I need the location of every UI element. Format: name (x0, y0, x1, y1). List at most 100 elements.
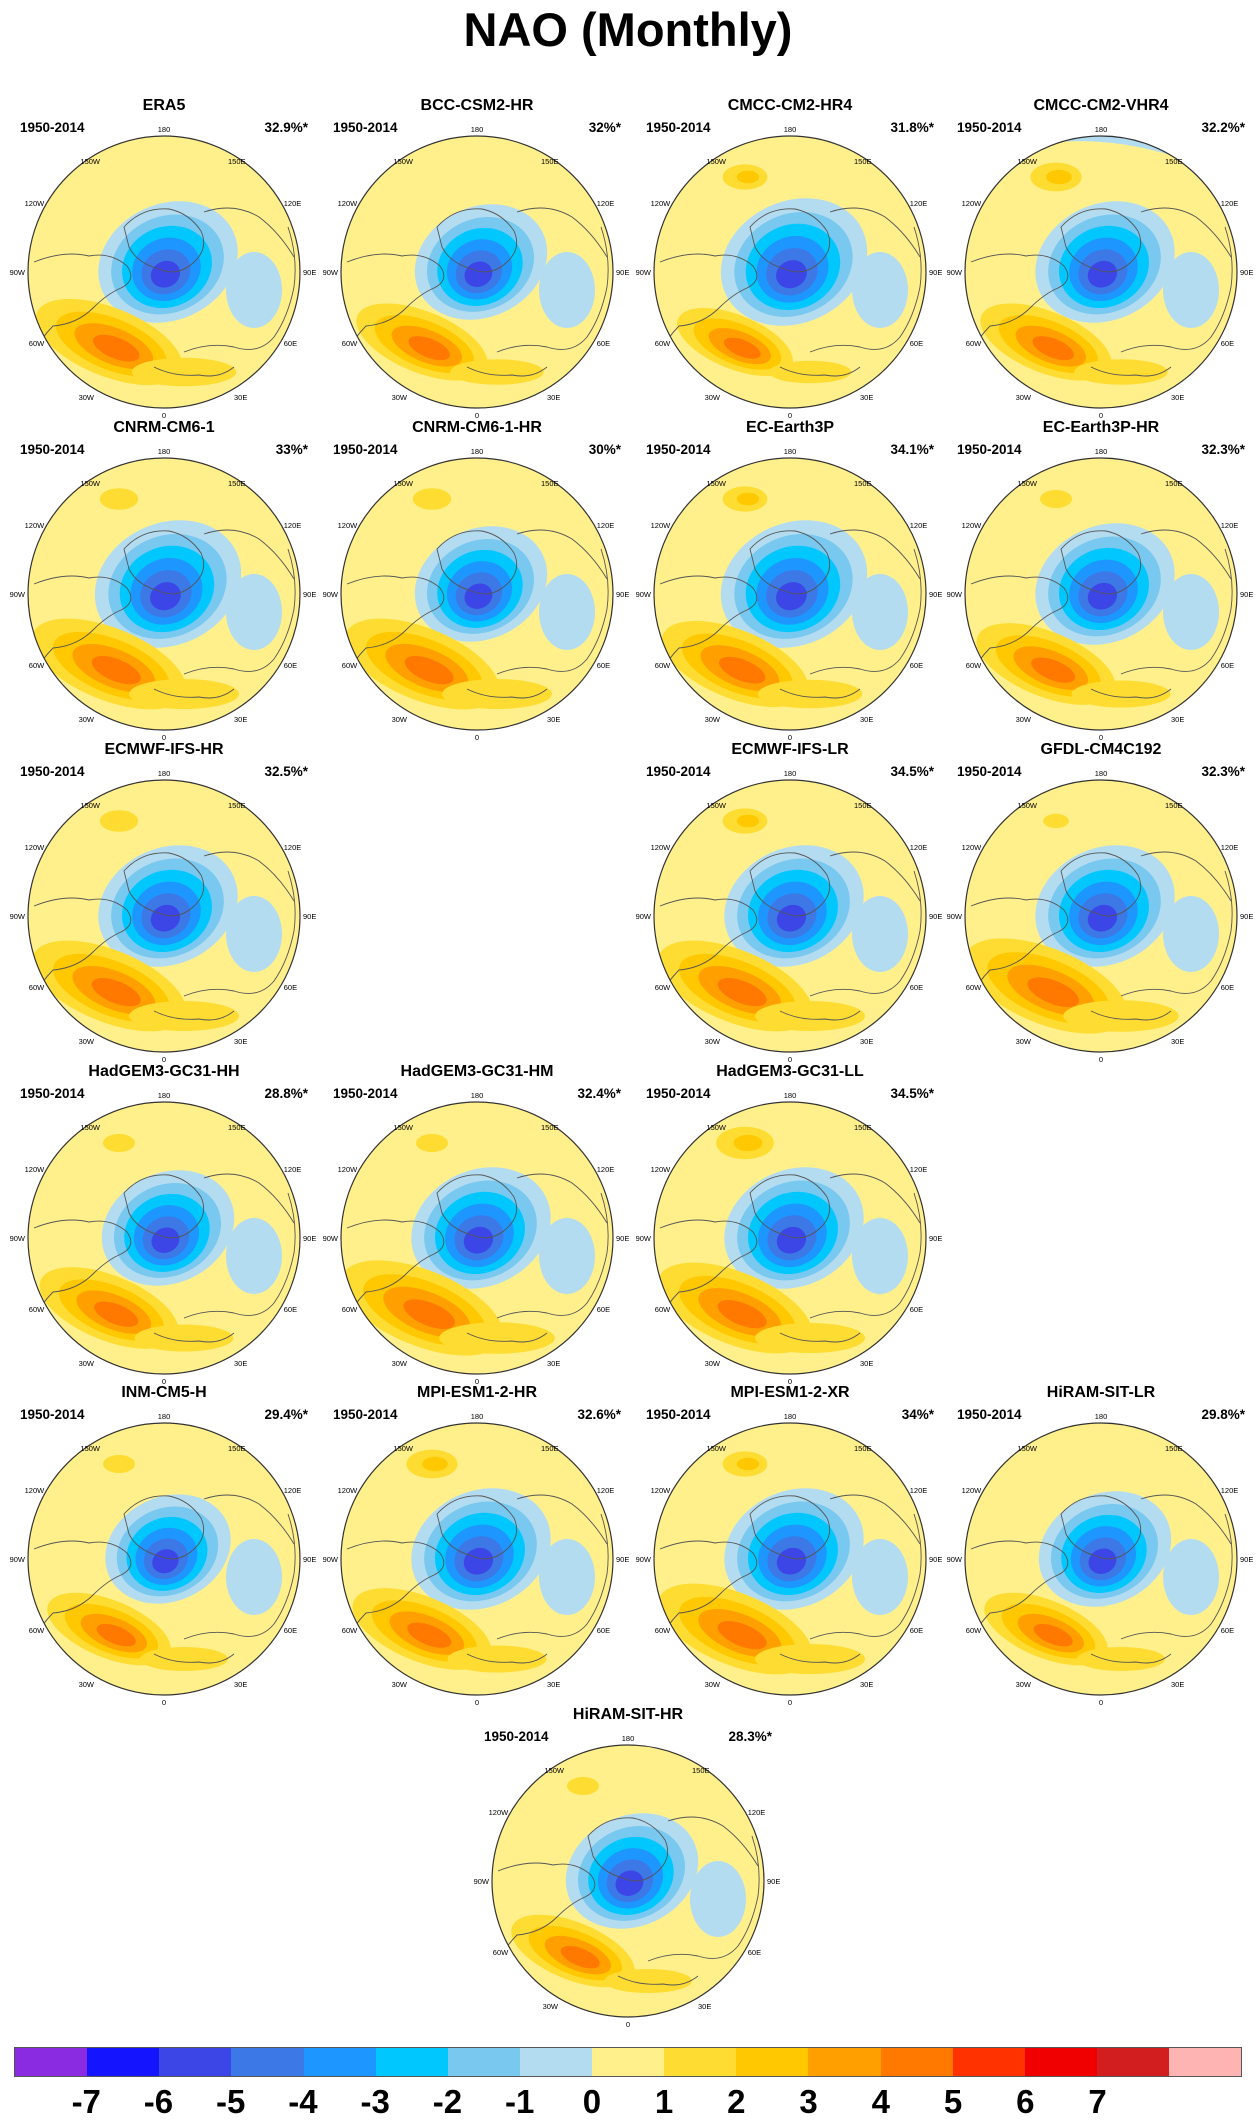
map-panel: HiRAM-SIT-LR 1950-2014 29.8%* 180 0 150W 150E 1… (947, 1383, 1254, 1707)
coastlines (658, 529, 922, 699)
map-panel: MPI-ESM1-2-XR 1950-2014 34%* 180 0 150W 150E 12… (636, 1383, 943, 1707)
coastlines (32, 1494, 296, 1664)
colorbar-tick-label: -1 (504, 2083, 535, 2120)
longitude-label: 30W (392, 715, 408, 724)
panel-title: CMCC-CM2-HR4 (727, 97, 853, 114)
longitude-label: 60W (342, 661, 358, 670)
panel-title: INM-CM5-H (121, 1384, 207, 1401)
longitude-label: 90E (303, 1555, 316, 1564)
map-panel: HadGEM3-GC31-LL 1950-2014 34.5%* 180 0 150W 15… (636, 1062, 943, 1386)
longitude-label: 150E (541, 1123, 559, 1132)
longitude-label: 30W (705, 1680, 721, 1689)
map-panel: HadGEM3-GC31-HH 1950-2014 28.8%* 180 0 150W 15… (10, 1062, 317, 1386)
negative-anomaly-contour (539, 1539, 595, 1615)
longitude-label: 0 (788, 411, 792, 420)
polar-map: 180 0 150W 150E 120W 120E 90W 90E 60W 60E 30W 30E (636, 447, 943, 742)
longitude-label: 30E (547, 1359, 560, 1368)
positive-anomaly-contour (1077, 1647, 1165, 1671)
longitude-label: 30W (392, 393, 408, 402)
longitude-label: 150W (80, 801, 101, 810)
longitude-label: 150E (1165, 1444, 1183, 1453)
longitude-label: 150W (1017, 1444, 1038, 1453)
panel-variance-explained: 32.6%* (577, 1407, 621, 1422)
longitude-label: 30W (705, 1359, 721, 1368)
longitude-label: 120W (651, 199, 672, 208)
positive-anomaly-contour (717, 978, 767, 1007)
polar-map: 180 0 150W 150E 120W 120E 90W 90E 60W 60E 30W 30E (636, 125, 943, 420)
colorbar-swatch (231, 2048, 304, 2076)
polar-map: 180 0 150W 150E 120W 120E 90W 90E 60W 60E 30W 30E (636, 769, 943, 1064)
map-panel: INM-CM5-H 1950-2014 29.4%* 180 0 150W 150E 120W… (10, 1383, 317, 1707)
longitude-label: 90E (303, 268, 316, 277)
longitude-label: 30W (392, 1680, 408, 1689)
panel-variance-explained: 31.8%* (890, 120, 934, 135)
longitude-label: 120E (910, 1165, 928, 1174)
negative-anomaly-contour (464, 583, 493, 609)
coastlines (969, 529, 1233, 699)
map-panel: HiRAM-SIT-HR 1950-2014 28.3%* 180 0 150W 150E 1… (474, 1705, 781, 2029)
map-outline (964, 779, 1238, 1053)
colorbar-tick-label: 2 (727, 2083, 746, 2120)
longitude-label: 60W (966, 1626, 982, 1635)
longitude-label: 0 (162, 411, 166, 420)
longitude-label: 30W (79, 1037, 95, 1046)
longitude-label: 120W (25, 1165, 46, 1174)
panel-title: CMCC-CM2-VHR4 (1033, 97, 1169, 114)
polar-map: 180 0 150W 150E 120W 120E 90W 90E 60W 60E 30W 30E (636, 1412, 943, 1707)
longitude-label: 60W (655, 1305, 671, 1314)
longitude-label: 120E (597, 1486, 615, 1495)
longitude-label: 60E (597, 1305, 610, 1314)
coastlines (32, 1173, 296, 1343)
negative-anomaly-contour (1163, 252, 1219, 328)
panel-variance-explained: 30%* (588, 442, 621, 457)
longitude-label: 30E (1171, 1680, 1184, 1689)
longitude-label: 180 (784, 769, 797, 778)
colorbar-swatch (664, 2048, 737, 2076)
map-outline (340, 457, 614, 731)
panel-period: 1950-2014 (20, 764, 85, 779)
negative-anomaly-contour (852, 1218, 908, 1294)
positive-anomaly-contour (1031, 657, 1076, 683)
longitude-label: 150E (854, 157, 872, 166)
positive-anomaly-contour (755, 1644, 865, 1674)
longitude-label: 120E (910, 1486, 928, 1495)
coastlines (969, 207, 1233, 377)
longitude-label: 30W (1016, 393, 1032, 402)
map-outline (653, 457, 927, 731)
longitude-label: 150E (228, 1123, 246, 1132)
longitude-label: 90W (636, 1234, 652, 1243)
longitude-label: 150E (228, 801, 246, 810)
longitude-label: 90E (767, 1877, 780, 1886)
longitude-label: 30W (705, 393, 721, 402)
positive-anomaly-contour (131, 357, 237, 387)
longitude-label: 150W (706, 479, 727, 488)
positive-anomaly-contour (91, 656, 141, 685)
longitude-label: 90W (10, 1234, 26, 1243)
longitude-label: 120E (597, 199, 615, 208)
panel-period: 1950-2014 (646, 764, 711, 779)
coastlines (345, 1494, 609, 1664)
longitude-label: 30E (234, 715, 247, 724)
panel-period: 1950-2014 (646, 1407, 711, 1422)
longitude-label: 150E (854, 1444, 872, 1453)
longitude-label: 0 (1099, 1698, 1103, 1707)
longitude-label: 120W (25, 843, 46, 852)
longitude-label: 30E (860, 1680, 873, 1689)
positive-anomaly-contour (129, 1001, 239, 1031)
positive-anomaly-contour (404, 656, 454, 685)
positive-anomaly-contour (447, 1645, 547, 1673)
positive-anomaly-contour (1032, 336, 1075, 361)
longitude-label: 150E (854, 801, 872, 810)
negative-anomaly-contour (150, 260, 181, 288)
longitude-label: 180 (1095, 1412, 1108, 1421)
longitude-label: 30E (547, 393, 560, 402)
longitude-label: 0 (475, 1377, 479, 1386)
negative-anomaly-contour (539, 252, 595, 328)
positive-anomaly-contour (717, 1621, 767, 1650)
longitude-label: 90E (929, 1234, 942, 1243)
panel-period: 1950-2014 (20, 1407, 85, 1422)
longitude-label: 60E (910, 1626, 923, 1635)
longitude-label: 150E (228, 479, 246, 488)
longitude-label: 0 (788, 1055, 792, 1064)
longitude-label: 120E (1221, 1486, 1239, 1495)
